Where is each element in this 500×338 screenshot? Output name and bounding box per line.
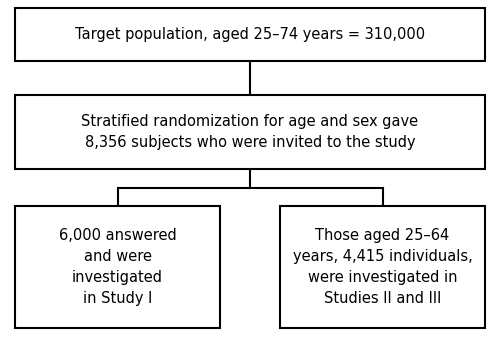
Text: Target population, aged 25–74 years = 310,000: Target population, aged 25–74 years = 31…: [75, 27, 425, 42]
FancyBboxPatch shape: [15, 95, 485, 169]
Text: Those aged 25–64
years, 4,415 individuals,
were investigated in
Studies II and I: Those aged 25–64 years, 4,415 individual…: [292, 228, 472, 306]
Text: Stratified randomization for age and sex gave
8,356 subjects who were invited to: Stratified randomization for age and sex…: [82, 114, 418, 150]
FancyBboxPatch shape: [15, 8, 485, 61]
Text: 6,000 answered
and were
investigated
in Study I: 6,000 answered and were investigated in …: [58, 228, 176, 306]
FancyBboxPatch shape: [15, 206, 220, 328]
FancyBboxPatch shape: [280, 206, 485, 328]
